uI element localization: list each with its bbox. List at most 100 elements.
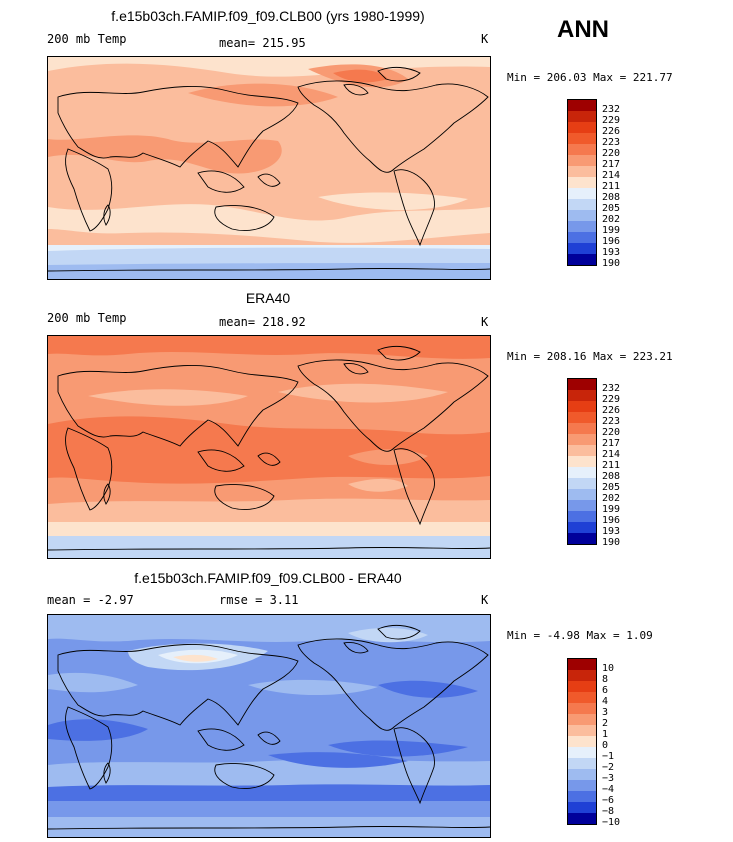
panel-3-mean-label: mean = -2.97 — [47, 593, 134, 607]
colorbar-tick-label: 232 — [602, 383, 621, 394]
panel-2-colorbar-swatches — [568, 379, 596, 544]
panel-1-coastlines — [48, 66, 490, 272]
panel-2-title: ERA40 — [245, 290, 291, 306]
panel-3-colorbar-swatches — [568, 659, 596, 824]
colorbar-tick-label: 202 — [602, 214, 621, 225]
colorbar-tick-label: 220 — [602, 427, 621, 438]
colorbar-swatch — [568, 813, 596, 824]
panel-3-minmax-label: Min = -4.98 Max = 1.09 — [507, 629, 653, 642]
colorbar-swatch — [568, 232, 596, 243]
panel-2-map — [47, 335, 491, 559]
colorbar-swatch — [568, 412, 596, 423]
colorbar-swatch — [568, 122, 596, 133]
colorbar-tick-label: 193 — [602, 526, 621, 537]
panel-2-colorbar-labels: 232 229 226 223 220 217 214 211 208 205 202 199 196 1… — [602, 383, 620, 548]
panel-2-contour-field — [48, 336, 490, 558]
colorbar-tick-label: 229 — [602, 394, 621, 405]
panel-3-map — [47, 614, 491, 838]
colorbar-tick-label: 190 — [602, 258, 621, 269]
colorbar-swatch — [568, 791, 596, 802]
colorbar-tick-label: 220 — [602, 148, 621, 159]
panel-1-colorbar-swatches — [568, 100, 596, 265]
panel-2-coastlines — [48, 345, 490, 551]
colorbar-tick-label: −3 — [602, 773, 615, 784]
colorbar-tick-label: 0 — [602, 740, 609, 751]
colorbar-tick-label: 196 — [602, 236, 621, 247]
panel-3-title: f.e15b03ch.FAMIP.f09_f09.CLB00 - ERA40 — [134, 570, 402, 586]
colorbar-swatch — [568, 703, 596, 714]
colorbar-tick-label: 214 — [602, 449, 621, 460]
colorbar-tick-label: −4 — [602, 784, 615, 795]
colorbar-swatch — [568, 199, 596, 210]
colorbar-tick-label: 232 — [602, 104, 621, 115]
colorbar-swatch — [568, 511, 596, 522]
colorbar-swatch — [568, 177, 596, 188]
colorbar-swatch — [568, 221, 596, 232]
colorbar-tick-label: 205 — [602, 482, 621, 493]
colorbar-tick-label: 1 — [602, 729, 609, 740]
colorbar-swatch — [568, 725, 596, 736]
colorbar-tick-label: −1 — [602, 751, 615, 762]
colorbar-tick-label: 223 — [602, 137, 621, 148]
panel-1-map — [47, 56, 491, 280]
colorbar-swatch — [568, 166, 596, 177]
colorbar-swatch — [568, 144, 596, 155]
colorbar-swatch — [568, 133, 596, 144]
colorbar-swatch — [568, 500, 596, 511]
panel-2-minmax-label: Min = 208.16 Max = 223.21 — [507, 350, 673, 363]
panel-2-variable-label: 200 mb Temp — [47, 311, 127, 325]
colorbar-tick-label: −8 — [602, 806, 615, 817]
colorbar-tick-label: 217 — [602, 159, 621, 170]
colorbar-swatch — [568, 254, 596, 265]
colorbar-tick-label: −2 — [602, 762, 615, 773]
colorbar-swatch — [568, 714, 596, 725]
colorbar-tick-label: 208 — [602, 471, 621, 482]
panel-2-colorbar — [567, 378, 597, 545]
colorbar-swatch — [568, 780, 596, 791]
panel-1-mean-label: mean= 215.95 — [219, 36, 306, 50]
colorbar-swatch — [568, 401, 596, 412]
colorbar-tick-label: 4 — [602, 696, 609, 707]
colorbar-tick-label: 10 — [602, 663, 615, 674]
colorbar-swatch — [568, 659, 596, 670]
colorbar-swatch — [568, 478, 596, 489]
colorbar-swatch — [568, 379, 596, 390]
colorbar-swatch — [568, 489, 596, 500]
colorbar-tick-label: 196 — [602, 515, 621, 526]
colorbar-tick-label: 226 — [602, 126, 621, 137]
colorbar-swatch — [568, 769, 596, 780]
colorbar-swatch — [568, 111, 596, 122]
panel-1-variable-label: 200 mb Temp — [47, 32, 127, 46]
colorbar-swatch — [568, 390, 596, 401]
colorbar-tick-label: 223 — [602, 416, 621, 427]
panel-1-units-label: K — [481, 32, 489, 46]
colorbar-swatch — [568, 802, 596, 813]
colorbar-tick-label: 211 — [602, 460, 621, 471]
panel-3-colorbar — [567, 658, 597, 825]
colorbar-swatch — [568, 100, 596, 111]
colorbar-tick-label: 3 — [602, 707, 609, 718]
colorbar-swatch — [568, 155, 596, 166]
colorbar-tick-label: 8 — [602, 674, 609, 685]
colorbar-tick-label: 226 — [602, 405, 621, 416]
colorbar-swatch — [568, 670, 596, 681]
colorbar-tick-label: 211 — [602, 181, 621, 192]
panel-1-colorbar — [567, 99, 597, 266]
colorbar-tick-label: 229 — [602, 115, 621, 126]
panel-1-minmax-label: Min = 206.03 Max = 221.77 — [507, 71, 673, 84]
colorbar-swatch — [568, 445, 596, 456]
panel-2-units-label: K — [481, 315, 489, 329]
colorbar-tick-label: −6 — [602, 795, 615, 806]
colorbar-swatch — [568, 423, 596, 434]
colorbar-tick-label: −10 — [602, 817, 621, 828]
colorbar-tick-label: 193 — [602, 247, 621, 258]
panel-3-rmse-label: rmse = 3.11 — [219, 593, 299, 607]
panel-3-colorbar-labels: 10 8 6 4 3 2 1 0 −1 −2 −3 −4 −6 −8 −10 — [602, 663, 620, 828]
panel-1-contour-field — [48, 57, 490, 279]
colorbar-swatch — [568, 692, 596, 703]
panel-1-colorbar-labels: 232 229 226 223 220 217 214 211 208 205 202 199 196 1… — [602, 104, 620, 269]
colorbar-tick-label: 199 — [602, 225, 621, 236]
colorbar-swatch — [568, 434, 596, 445]
colorbar-swatch — [568, 758, 596, 769]
panel-3-coastlines — [48, 624, 490, 830]
